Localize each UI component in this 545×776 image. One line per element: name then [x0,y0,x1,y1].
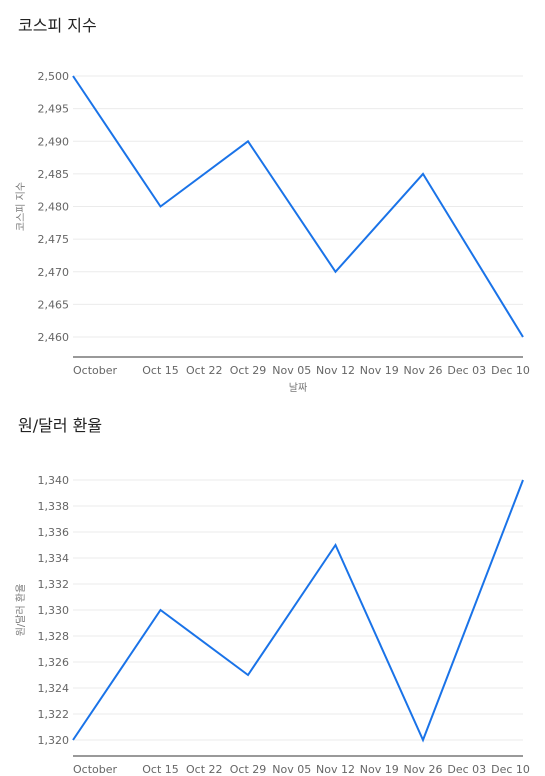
kospi-x-tick-label: Dec 10 [491,364,530,377]
usdkrw-y-tick-label: 1,330 [38,604,70,617]
kospi-line-chart: 2,460 2,465 2,470 2,475 2,480 2,485 2,490 2,495… [15,70,530,394]
usdkrw-x-tick-label: Oct 29 [230,763,267,776]
kospi-y-axis-title: 코스피 지수 [15,182,27,231]
usdkrw-y-tick-label: 1,334 [38,552,70,565]
kospi-data-point [159,205,163,209]
kospi-x-tick-label: Oct 15 [142,364,179,377]
kospi-x-tick-label: Nov 26 [404,364,443,377]
usdkrw-x-tick-label: October [73,763,117,776]
kospi-chart-title: 코스피 지수 [18,16,97,35]
kospi-y-tick-label: 2,495 [38,103,70,116]
usdkrw-x-tick-label: Nov 26 [404,763,443,776]
usdkrw-series-line [72,479,524,743]
usdkrw-y-tick-label: 1,338 [38,500,70,513]
usdkrw-data-point [159,608,163,612]
usdkrw-line-chart: 1,320 1,322 1,324 1,326 1,328 1,330 1,332 1,334… [15,474,530,776]
usdkrw-y-tick-label: 1,328 [38,630,70,643]
kospi-y-tick-label: 2,500 [38,70,70,83]
usdkrw-x-tick-label: Oct 22 [186,763,223,776]
kospi-y-tick-label: 2,475 [38,233,70,246]
kospi-x-tick-label: Nov 19 [360,364,399,377]
kospi-x-tick-label: Nov 05 [272,364,311,377]
usdkrw-x-tick-label: Nov 05 [272,763,311,776]
kospi-data-point [71,74,75,78]
kospi-x-tick-label: Oct 29 [230,364,267,377]
usdkrw-data-point [246,673,250,677]
usdkrw-x-tick-label: Dec 03 [447,763,486,776]
kospi-data-point [334,270,338,274]
kospi-x-tick-label: Dec 03 [447,364,486,377]
usdkrw-y-tick-label: 1,322 [38,708,70,721]
usdkrw-y-axis-title: 원/달러 환율 [15,584,27,637]
usdkrw-y-tick-label: 1,332 [38,578,70,591]
usdkrw-y-tick-label: 1,336 [38,526,70,539]
kospi-x-tick-label: Oct 22 [186,364,223,377]
usdkrw-y-tick-label: 1,324 [38,682,70,695]
kospi-y-tick-label: 2,485 [38,168,70,181]
usdkrw-x-tick-label: Nov 19 [360,763,399,776]
usdkrw-y-tick-label: 1,340 [38,474,70,487]
kospi-y-tick-label: 2,490 [38,135,70,148]
kospi-y-tick-label: 2,465 [38,298,70,311]
usdkrw-data-point [521,478,525,482]
kospi-x-tick-label: October [73,364,117,377]
kospi-y-tick-label: 2,470 [38,266,70,279]
kospi-y-tick-label: 2,460 [38,331,70,344]
usdkrw-x-tick-label: Nov 12 [316,763,355,776]
usdkrw-chart-title: 원/달러 환율 [18,416,103,435]
kospi-data-point [521,335,525,339]
kospi-x-tick-label: Nov 12 [316,364,355,377]
usdkrw-y-tick-label: 1,320 [38,734,70,747]
kospi-series-line [72,75,524,338]
kospi-y-tick-label: 2,480 [38,201,70,214]
kospi-x-axis-title: 날짜 [289,382,307,394]
usdkrw-data-point [334,543,338,547]
usdkrw-data-point [71,738,75,742]
kospi-data-point [246,139,250,143]
usdkrw-x-tick-label: Dec 10 [491,763,530,776]
usdkrw-data-point [421,738,425,742]
usdkrw-x-tick-label: Oct 15 [142,763,179,776]
kospi-data-point [421,172,425,176]
usdkrw-y-tick-label: 1,326 [38,656,70,669]
